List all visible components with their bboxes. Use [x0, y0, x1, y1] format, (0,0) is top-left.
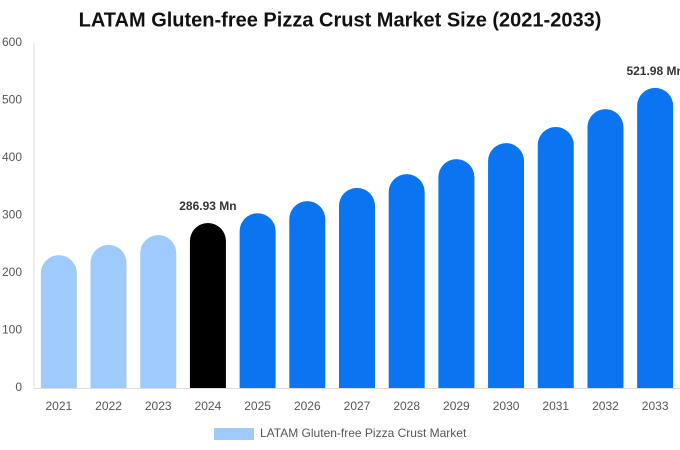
bar — [537, 126, 574, 389]
legend-swatch — [214, 428, 254, 440]
y-tick-label: 100 — [2, 323, 22, 337]
value-label: 286.93 Mn — [179, 199, 236, 213]
x-tick-label: 2032 — [592, 399, 619, 413]
x-tick-label: 2026 — [294, 399, 321, 413]
y-tick-label: 600 — [2, 35, 22, 49]
x-tick-label: 2031 — [542, 399, 569, 413]
y-tick-label: 400 — [2, 150, 22, 164]
bar — [239, 213, 276, 388]
x-tick-label: 2023 — [145, 399, 172, 413]
x-tick-label: 2029 — [443, 399, 470, 413]
x-tick-label: 2028 — [393, 399, 420, 413]
chart-title: LATAM Gluten-free Pizza Crust Market Siz… — [79, 9, 602, 31]
bar — [90, 244, 127, 388]
bar — [488, 143, 525, 388]
bar — [587, 109, 624, 388]
bar — [438, 159, 475, 388]
y-tick-label: 300 — [2, 208, 22, 222]
x-tick-label: 2030 — [493, 399, 520, 413]
y-tick-label: 0 — [15, 380, 22, 394]
bar — [140, 235, 177, 388]
x-tick-label: 2025 — [244, 399, 271, 413]
x-tick-label: 2022 — [95, 399, 122, 413]
y-tick-label: 500 — [2, 93, 22, 107]
legend-label: LATAM Gluten-free Pizza Crust Market — [260, 426, 467, 440]
bar — [637, 87, 674, 388]
value-label: 521.98 Mn — [626, 64, 680, 78]
bar — [388, 174, 425, 388]
x-tick-label: 2027 — [344, 399, 371, 413]
x-tick-label: 2024 — [195, 399, 222, 413]
x-tick-label: 2033 — [642, 399, 669, 413]
x-tick-label: 2021 — [45, 399, 72, 413]
bar — [339, 187, 375, 388]
bar — [189, 223, 226, 388]
bar — [289, 201, 326, 388]
bar — [40, 255, 77, 388]
y-tick-label: 200 — [2, 265, 22, 279]
